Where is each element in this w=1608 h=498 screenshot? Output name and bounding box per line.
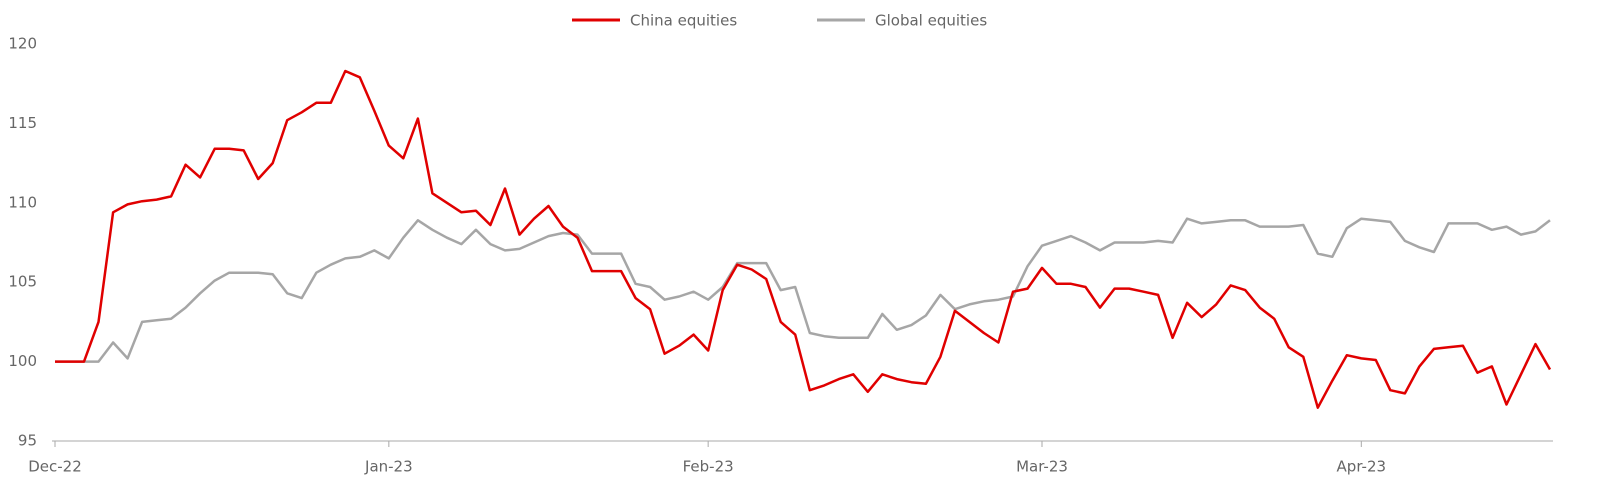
- y-tick-label: 105: [8, 273, 37, 291]
- y-tick-label: 110: [8, 193, 37, 211]
- y-tick-label: 95: [18, 432, 37, 450]
- legend-label: China equities: [630, 12, 737, 30]
- legend-label: Global equities: [875, 12, 987, 30]
- x-tick-label: Apr-23: [1337, 458, 1387, 476]
- x-tick-label: Dec-22: [28, 458, 82, 476]
- series-line: [55, 217, 1551, 363]
- y-tick-label: 100: [8, 352, 37, 370]
- series-line: [55, 69, 1552, 409]
- x-tick-label: Jan-23: [364, 458, 413, 476]
- y-tick-label: 120: [8, 35, 37, 53]
- x-tick-label: Mar-23: [1016, 458, 1068, 476]
- x-tick-label: Feb-23: [683, 458, 734, 476]
- y-tick-label: 115: [8, 114, 37, 132]
